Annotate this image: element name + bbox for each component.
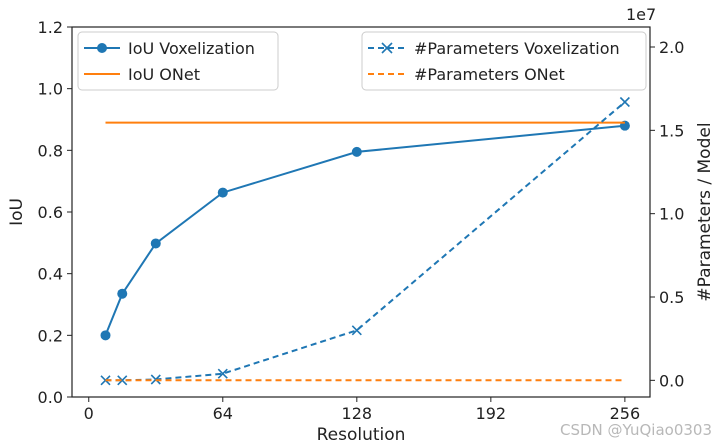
y-axis-label-left: IoU [7, 198, 27, 226]
legend-left: IoU Voxelization IoU ONet [77, 31, 279, 91]
x-tick-label-4: 256 [610, 404, 641, 423]
legend-right: #Parameters Voxelization #Parameters ONe… [361, 31, 647, 91]
series-line-2 [105, 101, 626, 382]
series-0-point-2 [150, 238, 161, 249]
y-tick-label-right-0: 0.0 [659, 371, 684, 390]
series-line-0 [104, 124, 625, 336]
legend-label-params-voxelization: #Parameters Voxelization [414, 39, 620, 58]
legend-marker-iou-voxelization [97, 43, 107, 53]
series-0-point-1 [117, 288, 128, 299]
y-tick-label-right-3: 1.5 [659, 121, 684, 140]
series-0-point-4 [351, 146, 362, 157]
legend-label-iou-voxelization: IoU Voxelization [128, 39, 255, 58]
y-axis-label-right: #Parameters / Model [695, 122, 715, 301]
x-tick-label-2: 128 [342, 404, 373, 423]
y-tick-label-left-3: 0.6 [38, 203, 63, 222]
y-tick-label-left-1: 0.2 [38, 326, 63, 345]
legend-marker-params-voxelization [381, 42, 393, 54]
legend-right-frame [361, 31, 647, 91]
y-tick-label-right-4: 2.0 [659, 38, 684, 57]
y-tick-label-right-2: 1.0 [659, 205, 684, 224]
y-tick-label-right-1: 0.5 [659, 288, 684, 307]
series-2-point-1 [117, 375, 128, 386]
legend-label-params-onet: #Parameters ONet [414, 65, 565, 84]
series-0-point-0 [100, 330, 111, 341]
y-tick-label-left-6: 1.2 [38, 18, 63, 37]
y-tick-label-left-2: 0.4 [38, 265, 63, 284]
x-tick-label-0: 0 [84, 404, 94, 423]
watermark: CSDN @YuQiao0303 [558, 421, 714, 439]
y-tick-label-left-0: 0.0 [38, 388, 63, 407]
plot-marks [100, 96, 630, 386]
series-0-point-3 [217, 187, 228, 198]
legend-label-iou-onet: IoU ONet [128, 65, 200, 84]
right-axis-multiplier: 1e7 [626, 5, 656, 24]
series-2-point-3 [217, 368, 228, 379]
y-tick-label-left-4: 0.8 [38, 141, 63, 160]
series-2-point-4 [351, 325, 362, 336]
x-tick-label-3: 192 [476, 404, 507, 423]
x-tick-label-1: 64 [213, 404, 233, 423]
legend-left-frame [77, 31, 279, 91]
axes: 0 64 128 192 256 0.0 0.2 0.4 0.6 0.8 1.0 1.2 0.0 0.5 1… [38, 18, 685, 423]
series-2-point-5 [619, 96, 630, 108]
x-axis-label: Resolution [317, 425, 406, 445]
y-tick-label-left-5: 1.0 [38, 80, 63, 99]
